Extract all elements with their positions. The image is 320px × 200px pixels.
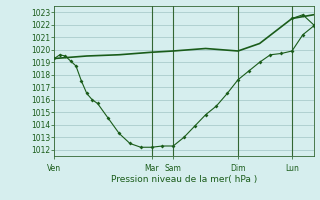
X-axis label: Pression niveau de la mer( hPa ): Pression niveau de la mer( hPa ) bbox=[111, 175, 257, 184]
